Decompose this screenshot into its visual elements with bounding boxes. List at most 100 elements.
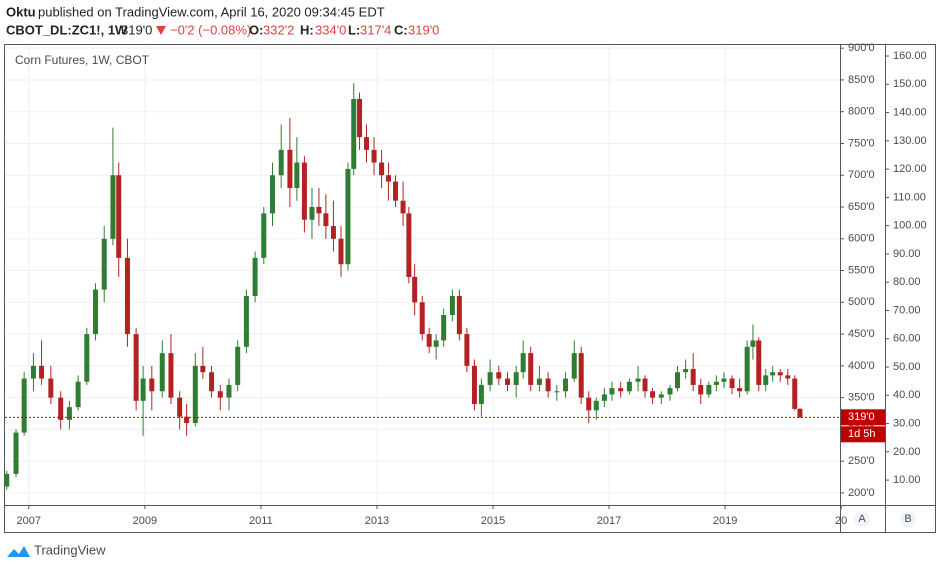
candle-body	[471, 365, 477, 404]
chart-title: Corn Futures, 1W, CBOT	[15, 53, 150, 67]
candle-body	[721, 378, 727, 382]
y-tick-label: 850'0	[848, 74, 875, 86]
candle-body	[750, 340, 756, 347]
y2-tick-label: 60.00	[893, 333, 921, 345]
y-tick-label: 650'0	[848, 201, 875, 213]
y-tick-label: 800'0	[848, 106, 875, 118]
y-tick-label: 500'0	[848, 296, 875, 308]
y2-tick-label: 20.00	[893, 446, 921, 458]
candle-body	[192, 365, 198, 424]
candle-body	[261, 213, 267, 258]
candle-body	[658, 394, 664, 398]
y-tick-label: 550'0	[848, 264, 875, 276]
candle-body	[456, 295, 462, 335]
y2-tick-label: 120.00	[893, 163, 927, 175]
candle-body	[593, 400, 599, 411]
candle-body	[520, 353, 526, 373]
y2-tick-label: 130.00	[893, 135, 927, 147]
candle-body	[21, 378, 27, 433]
y-tick-label: 250'0	[848, 455, 875, 467]
last-price-box	[841, 409, 885, 426]
candle-body	[698, 384, 704, 395]
candle-body	[419, 302, 425, 335]
candle-body	[478, 384, 484, 404]
candle-body	[316, 207, 322, 214]
x-tick-label: 2013	[365, 515, 389, 527]
y-tick-label: 350'0	[848, 392, 875, 404]
publisher: Oktu	[6, 4, 36, 19]
candle-body	[609, 388, 615, 395]
x-tick-label: 2015	[481, 515, 505, 527]
candle-body	[406, 213, 412, 277]
candle-body	[777, 372, 783, 376]
x-tick-label: 2019	[713, 515, 737, 527]
chart-frame	[4, 44, 936, 533]
candle-body	[400, 200, 406, 214]
candle-body	[84, 334, 90, 382]
candle-body	[792, 378, 798, 409]
y-tick-label: 450'0	[848, 328, 875, 340]
candle-body	[690, 369, 696, 385]
scale-button[interactable]	[854, 511, 870, 527]
candle-body	[464, 334, 470, 366]
y2-tick-label: 70.00	[893, 304, 921, 316]
scale-button-label[interactable]: A	[858, 513, 866, 525]
candle-body	[184, 416, 190, 424]
scale-button[interactable]	[900, 511, 916, 527]
candle-body	[729, 378, 735, 389]
x-tick-label: 2017	[597, 515, 621, 527]
candle-body	[4, 473, 10, 487]
y2-tick-label: 140.00	[893, 106, 927, 118]
scale-button-label[interactable]: B	[904, 513, 911, 525]
candle-body	[737, 388, 743, 392]
candle-body	[563, 378, 569, 392]
overlay: 319'0 1d 5h	[5, 409, 885, 443]
candle-body	[505, 378, 511, 385]
ohlc-label: C:	[394, 22, 408, 37]
y2-tick-label: 90.00	[893, 248, 921, 260]
countdown-box	[841, 426, 885, 443]
ohlc-value: 334'0	[315, 22, 346, 37]
candle-body	[13, 432, 19, 474]
x-tick-label: 2009	[133, 515, 157, 527]
candle-body	[217, 391, 223, 398]
candle-body	[294, 162, 300, 188]
footer-brand: TradingView	[34, 542, 106, 557]
candle-body	[252, 257, 258, 296]
candle-body	[371, 149, 377, 163]
y-tick-label: 600'0	[848, 233, 875, 245]
candle-body	[364, 137, 370, 150]
candle-body	[116, 175, 122, 258]
candle-body	[226, 384, 232, 398]
candle-body	[571, 353, 577, 379]
y2-tick-label: 10.00	[893, 474, 921, 486]
candle-body	[287, 149, 293, 188]
y2-tick-label: 100.00	[893, 220, 927, 232]
candle-body	[177, 397, 183, 417]
candle-body	[756, 340, 762, 385]
candle-body	[39, 365, 45, 379]
candle-body	[235, 346, 241, 385]
published-info: published on TradingView.com, April 16, …	[38, 4, 385, 19]
candle-body	[379, 162, 385, 176]
candle-body	[441, 315, 447, 341]
candle-body	[58, 397, 64, 420]
y-tick-label: 750'0	[848, 137, 875, 149]
candle-body	[101, 238, 107, 290]
candles	[4, 83, 803, 490]
candle-body	[338, 238, 344, 265]
candle-body	[513, 372, 519, 385]
y2-tick-label: 160.00	[893, 50, 927, 62]
candle-body	[770, 372, 776, 376]
ohlc-label: H:	[300, 22, 314, 37]
candle-body	[309, 207, 315, 220]
logo	[7, 546, 30, 557]
candle-body	[345, 168, 351, 265]
candle-body	[706, 384, 712, 395]
candle-body	[744, 346, 750, 392]
candle-body	[412, 276, 418, 303]
ohlc-value: 319'0	[408, 22, 439, 37]
candle-body	[357, 99, 363, 138]
candle-body	[642, 378, 648, 392]
